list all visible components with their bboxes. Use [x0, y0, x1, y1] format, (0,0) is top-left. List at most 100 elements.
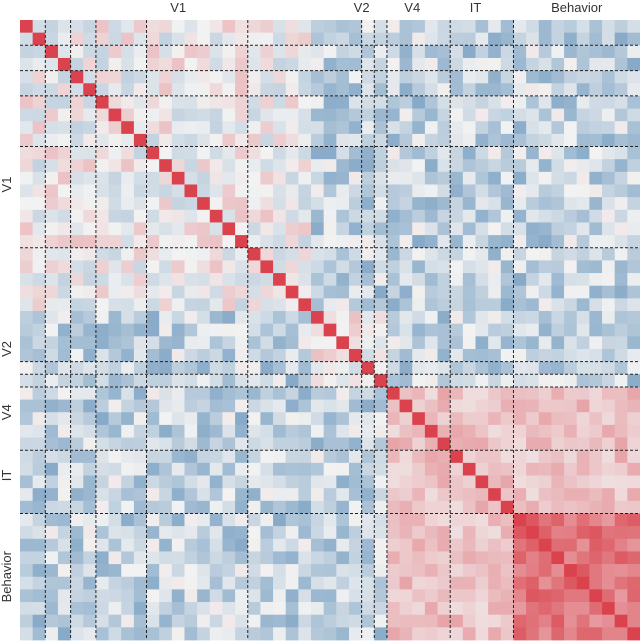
- heatmap-cell: [235, 412, 249, 426]
- heatmap-cell: [602, 323, 616, 337]
- heatmap-cell: [462, 450, 476, 464]
- heatmap-cell: [83, 108, 97, 122]
- heatmap-cell: [184, 197, 198, 211]
- heatmap-cell: [627, 538, 640, 552]
- heatmap-cell: [121, 450, 135, 464]
- heatmap-cell: [133, 526, 147, 540]
- heatmap-cell: [386, 285, 400, 299]
- heatmap-cell: [146, 576, 160, 590]
- heatmap-cell: [108, 311, 122, 325]
- heatmap-cell: [336, 311, 350, 325]
- heatmap-cell: [20, 209, 34, 223]
- heatmap-cell: [171, 209, 185, 223]
- heatmap-cell: [45, 551, 59, 565]
- heatmap-cell: [602, 627, 616, 641]
- heatmap-cell: [273, 361, 287, 375]
- heatmap-cell: [32, 209, 46, 223]
- heatmap-cell: [475, 159, 489, 173]
- heatmap-cell: [513, 589, 527, 603]
- heatmap-cell: [437, 235, 451, 249]
- heatmap-cell: [348, 361, 363, 375]
- heatmap-cell: [171, 298, 185, 312]
- heatmap-cell: [386, 197, 400, 211]
- heatmap-cell: [564, 45, 578, 59]
- heatmap-cell: [361, 551, 375, 565]
- heatmap-cell: [285, 614, 299, 628]
- heatmap-cell: [399, 247, 413, 261]
- heatmap-cell: [361, 32, 375, 46]
- heatmap-cell: [121, 311, 135, 325]
- heatmap-cell: [133, 146, 147, 160]
- heatmap-cell: [70, 500, 84, 514]
- heatmap-cell: [437, 273, 451, 287]
- heatmap-cell: [83, 222, 97, 236]
- heatmap-cell: [513, 323, 527, 337]
- heatmap-cell: [450, 83, 464, 97]
- heatmap-cell: [32, 222, 46, 236]
- heatmap-cell: [171, 589, 185, 603]
- heatmap-cell: [222, 602, 236, 616]
- heatmap-cell: [146, 323, 160, 337]
- heatmap-cell: [437, 538, 451, 552]
- heatmap-cell: [412, 323, 426, 337]
- heatmap-cell: [95, 602, 109, 616]
- heatmap-cell: [247, 551, 261, 565]
- heatmap-cell: [273, 627, 287, 641]
- heatmap-cell: [171, 273, 185, 287]
- heatmap-cell: [260, 121, 274, 135]
- heatmap-cell: [500, 311, 514, 325]
- heatmap-cell: [399, 146, 413, 160]
- heatmap-cell: [323, 146, 337, 160]
- heatmap-cell: [399, 538, 413, 552]
- heatmap-cell: [323, 159, 337, 173]
- heatmap-cell: [526, 197, 540, 211]
- heatmap-cell: [133, 70, 147, 84]
- heatmap-cell: [222, 108, 236, 122]
- heatmap-cell: [298, 374, 312, 388]
- heatmap-cell: [184, 576, 198, 590]
- heatmap-cell: [57, 273, 72, 287]
- heatmap-cell: [424, 57, 438, 72]
- heatmap-cell: [95, 361, 109, 375]
- heatmap-cell: [159, 513, 173, 527]
- heatmap-cell: [95, 311, 109, 325]
- heatmap-cell: [526, 450, 540, 464]
- heatmap-cell: [374, 374, 388, 388]
- heatmap-cell: [146, 260, 160, 274]
- heatmap-cell: [273, 526, 287, 540]
- heatmap-cell: [273, 260, 287, 274]
- heatmap-cell: [83, 20, 97, 34]
- heatmap-cell: [108, 235, 122, 249]
- heatmap-cell: [184, 108, 198, 122]
- heatmap-cell: [45, 95, 59, 109]
- heatmap-cell: [462, 538, 476, 552]
- heatmap-cell: [247, 133, 261, 147]
- heatmap-cell: [412, 386, 426, 400]
- heatmap-cell: [500, 83, 514, 97]
- heatmap-cell: [462, 386, 476, 400]
- heatmap-cell: [121, 235, 135, 249]
- heatmap-cell: [336, 45, 350, 59]
- heatmap-cell: [538, 462, 552, 476]
- heatmap-cell: [83, 285, 97, 299]
- heatmap-cell: [437, 336, 451, 350]
- heatmap-cell: [500, 235, 514, 249]
- heatmap-cell: [500, 209, 514, 223]
- heatmap-cell: [602, 424, 616, 438]
- heatmap-cell: [121, 70, 135, 84]
- heatmap-cell: [197, 589, 211, 603]
- heatmap-cell: [197, 171, 211, 185]
- heatmap-cell: [551, 551, 565, 565]
- heatmap-cell: [323, 412, 337, 426]
- heatmap-cell: [184, 437, 198, 451]
- heatmap-cell: [475, 83, 489, 97]
- heatmap-cell: [374, 538, 388, 552]
- heatmap-cell: [298, 551, 312, 565]
- heatmap-cell: [462, 20, 476, 34]
- heatmap-cell: [348, 602, 363, 616]
- heatmap-cell: [159, 488, 173, 502]
- heatmap-cell: [323, 348, 337, 363]
- heatmap-cell: [108, 450, 122, 464]
- heatmap-cell: [159, 70, 173, 84]
- heatmap-cell: [121, 184, 135, 198]
